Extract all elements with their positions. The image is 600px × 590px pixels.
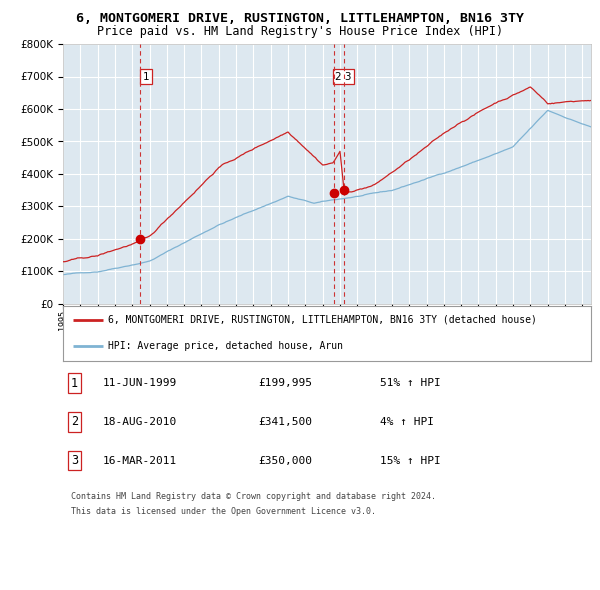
Text: 11-JUN-1999: 11-JUN-1999 [103, 378, 177, 388]
Text: 1: 1 [142, 71, 149, 81]
Text: Contains HM Land Registry data © Crown copyright and database right 2024.: Contains HM Land Registry data © Crown c… [71, 492, 436, 501]
Text: £341,500: £341,500 [259, 417, 313, 427]
Text: £350,000: £350,000 [259, 455, 313, 466]
Text: 51% ↑ HPI: 51% ↑ HPI [380, 378, 440, 388]
Text: 6, MONTGOMERI DRIVE, RUSTINGTON, LITTLEHAMPTON, BN16 3TY: 6, MONTGOMERI DRIVE, RUSTINGTON, LITTLEH… [76, 12, 524, 25]
Text: 3: 3 [71, 454, 78, 467]
Text: This data is licensed under the Open Government Licence v3.0.: This data is licensed under the Open Gov… [71, 507, 376, 516]
Text: 1: 1 [71, 376, 78, 389]
Text: 18-AUG-2010: 18-AUG-2010 [103, 417, 177, 427]
Text: 2 3: 2 3 [335, 71, 352, 81]
Text: 2: 2 [71, 415, 78, 428]
Text: HPI: Average price, detached house, Arun: HPI: Average price, detached house, Arun [108, 340, 343, 350]
Text: 4% ↑ HPI: 4% ↑ HPI [380, 417, 434, 427]
Text: Price paid vs. HM Land Registry's House Price Index (HPI): Price paid vs. HM Land Registry's House … [97, 25, 503, 38]
Text: 6, MONTGOMERI DRIVE, RUSTINGTON, LITTLEHAMPTON, BN16 3TY (detached house): 6, MONTGOMERI DRIVE, RUSTINGTON, LITTLEH… [108, 314, 537, 325]
Text: £199,995: £199,995 [259, 378, 313, 388]
Text: 16-MAR-2011: 16-MAR-2011 [103, 455, 177, 466]
Text: 15% ↑ HPI: 15% ↑ HPI [380, 455, 440, 466]
